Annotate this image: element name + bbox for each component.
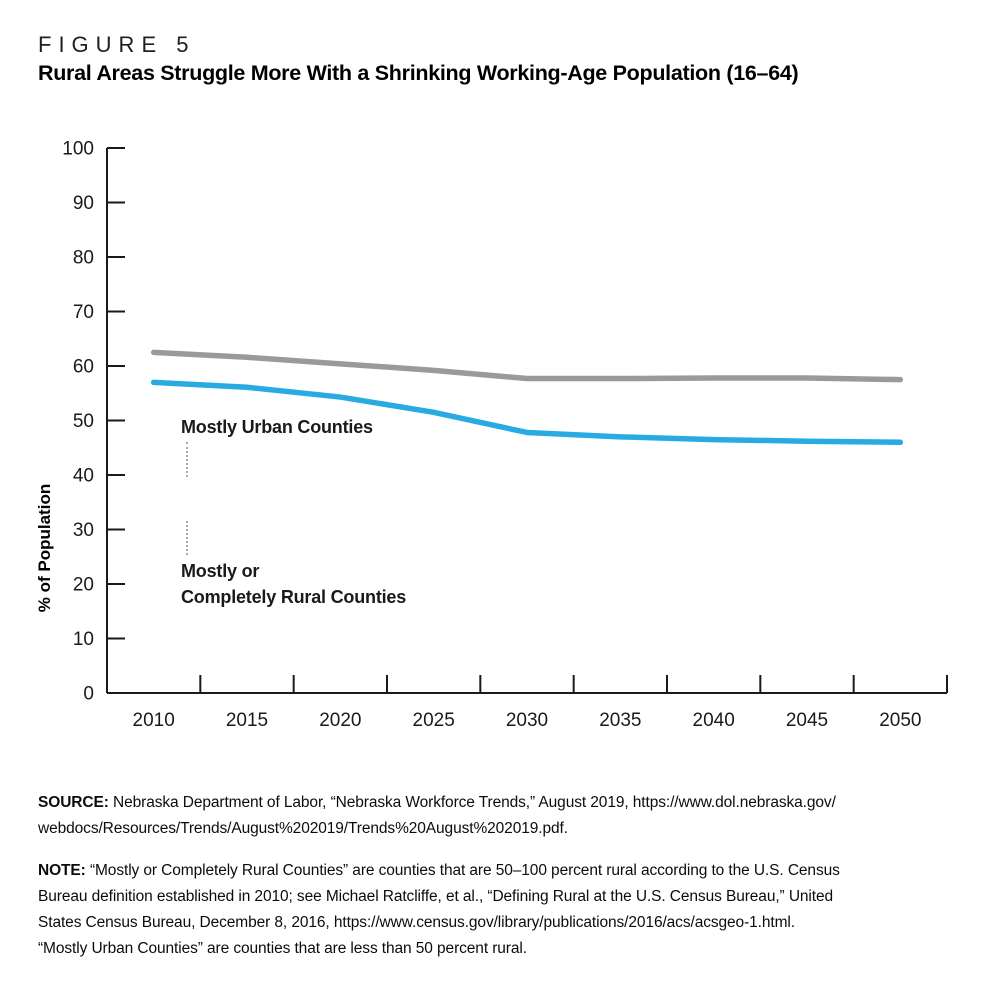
source-text-line1: Nebraska Department of Labor, “Nebraska … bbox=[113, 794, 836, 811]
x-tick-label: 2045 bbox=[786, 710, 828, 731]
line-chart: 0 10 20 30 40 50 60 70 80 90 100 2010 2015 2020 2025 20… bbox=[0, 130, 1000, 770]
x-tick-label: 2030 bbox=[506, 710, 548, 731]
leader-line-urban bbox=[186, 442, 188, 477]
x-tick-label: 2050 bbox=[879, 710, 921, 731]
source-text-line2: webdocs/Resources/Trends/August%202019/T… bbox=[38, 820, 568, 837]
x-tick-label: 2040 bbox=[693, 710, 735, 731]
note-text-line3: States Census Bureau, December 8, 2016, … bbox=[38, 914, 795, 931]
y-tick-label: 40 bbox=[73, 466, 94, 487]
y-tick-label: 20 bbox=[73, 575, 94, 596]
note-text-line2: Bureau definition established in 2010; s… bbox=[38, 888, 834, 905]
series-label-urban-text: Mostly Urban Counties bbox=[181, 417, 373, 437]
y-tick-label: 90 bbox=[73, 193, 94, 214]
series-line-urban bbox=[150, 349, 904, 383]
methodology-note: NOTE: “Mostly or Completely Rural Counti… bbox=[38, 858, 973, 962]
source-label: SOURCE: bbox=[38, 794, 109, 811]
y-tick-label: 70 bbox=[73, 302, 94, 323]
x-tick-label: 2035 bbox=[599, 710, 641, 731]
series-line-rural bbox=[150, 379, 904, 446]
figure-number: FIGURE 5 bbox=[38, 32, 196, 57]
y-axis-title: % of Population bbox=[35, 483, 54, 613]
y-tick-label: 50 bbox=[73, 411, 94, 432]
y-tick-label: 10 bbox=[73, 629, 94, 650]
y-tick-label: 0 bbox=[83, 684, 94, 705]
note-label: NOTE: bbox=[38, 862, 86, 879]
note-text-line4: “Mostly Urban Counties” are counties tha… bbox=[38, 940, 527, 957]
x-tick-label: 2025 bbox=[413, 710, 455, 731]
y-tick-label: 80 bbox=[73, 248, 94, 269]
series-label-rural-line2: Completely Rural Counties bbox=[181, 586, 407, 607]
x-tick-label: 2010 bbox=[133, 710, 175, 731]
series-label-rural: Mostly or Completely Rural Counties bbox=[181, 559, 406, 610]
y-tick-label: 100 bbox=[62, 139, 94, 160]
series-label-urban: Mostly Urban Counties bbox=[181, 415, 373, 441]
x-tick-label: 2015 bbox=[226, 710, 268, 731]
source-note: SOURCE: Nebraska Department of Labor, “N… bbox=[38, 790, 973, 842]
y-tick-label: 30 bbox=[73, 520, 94, 541]
x-tick-label: 2020 bbox=[319, 710, 361, 731]
figure-title: Rural Areas Struggle More With a Shrinki… bbox=[38, 61, 799, 85]
y-tick-label: 60 bbox=[73, 357, 94, 378]
note-text-line1: “Mostly or Completely Rural Counties” ar… bbox=[89, 862, 840, 879]
leader-line-rural bbox=[186, 521, 188, 555]
series-label-rural-line1: Mostly or bbox=[181, 561, 260, 581]
